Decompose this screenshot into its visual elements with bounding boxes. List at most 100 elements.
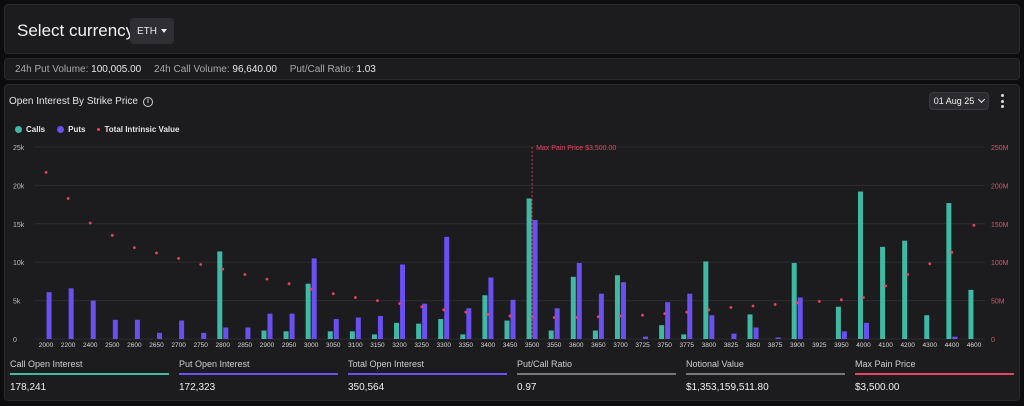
puts-bar (223, 327, 229, 339)
intrinsic-value-point (486, 313, 490, 316)
calls-bar (703, 261, 709, 339)
calls-bar (261, 330, 267, 339)
legend-calls[interactable]: Calls (15, 125, 45, 134)
puts-bar (753, 327, 759, 339)
intrinsic-value-point (795, 301, 799, 305)
intrinsic-value-point (464, 310, 468, 314)
info-icon[interactable]: i (142, 96, 153, 107)
intrinsic-value-point (243, 273, 247, 276)
puts-bar (466, 308, 472, 339)
summary-total-oi: Total Open Interest 350,564 (348, 359, 507, 399)
intrinsic-value-point (685, 310, 689, 314)
intrinsic-value-point (88, 221, 92, 225)
x-tick-label: 3725 (635, 342, 650, 349)
open-interest-panel: Open Interest By Strike Price i 01 Aug 2… (4, 84, 1020, 401)
x-tick-label: 2950 (282, 342, 297, 349)
x-tick-label: 3800 (702, 342, 717, 349)
calls-bar (570, 276, 576, 339)
caret-down-icon (161, 29, 167, 33)
y-right-tick-label: 250M (991, 145, 1009, 152)
intrinsic-value-point (376, 299, 379, 302)
x-tick-label: 3875 (768, 342, 783, 349)
calls-bar (526, 198, 532, 339)
summary-value: 0.97 (517, 382, 537, 393)
intrinsic-value-point (641, 313, 644, 317)
expiry-date-select[interactable]: 01 Aug 25 (929, 92, 989, 110)
intrinsic-value-point (906, 273, 910, 276)
intrinsic-value-point (596, 315, 600, 319)
calls-bar (438, 319, 444, 339)
legend-calls-label: Calls (26, 125, 46, 134)
puts-bar (952, 336, 958, 339)
intrinsic-value-point (353, 296, 357, 299)
intrinsic-value-point (177, 256, 181, 260)
intrinsic-value-point (950, 250, 954, 254)
puts-bar (643, 336, 649, 339)
currency-select[interactable]: ETH (130, 18, 174, 44)
x-tick-label: 3000 (304, 342, 319, 349)
x-tick-label: 3300 (436, 342, 451, 349)
chevron-down-icon (978, 95, 986, 104)
puts-bar (422, 303, 428, 339)
select-currency-label: Select currency: (17, 21, 139, 40)
x-tick-label: 4000 (856, 342, 871, 349)
x-tick-label: 4600 (967, 342, 982, 349)
intrinsic-value-point (972, 223, 976, 227)
summary-row: Call Open Interest 178,241 Put Open Inte… (10, 359, 1014, 399)
x-tick-label: 3825 (724, 342, 739, 349)
puts-bar (709, 315, 715, 339)
puts-bar (112, 319, 118, 339)
x-tick-label: 3550 (547, 342, 562, 349)
y-right-tick-label: 100M (991, 260, 1009, 267)
summary-label: Notional Value (686, 359, 845, 375)
x-tick-label: 3500 (525, 342, 540, 349)
calls-bar (924, 315, 930, 339)
intrinsic-value-point (552, 316, 556, 319)
summary-value: $1,353,159,511.80 (686, 382, 769, 393)
y-right-tick-label: 200M (991, 183, 1009, 190)
calls-bar (902, 240, 908, 339)
puts-bar (576, 262, 582, 339)
x-tick-label: 2400 (83, 342, 98, 349)
puts-bar (201, 332, 207, 339)
legend-intrinsic[interactable]: Total Intrinsic Value (97, 125, 179, 134)
puts-bar (488, 277, 494, 339)
y-left-tick-label: 25k (13, 145, 25, 152)
puts-bar (620, 282, 626, 339)
summary-label: Put/Call Ratio (517, 359, 676, 375)
x-tick-label: 3700 (613, 342, 628, 349)
calls-bar (371, 334, 377, 339)
intrinsic-value-point (110, 233, 114, 237)
calls-bar (592, 330, 598, 339)
intrinsic-value-point (574, 316, 578, 319)
puts-bar (775, 337, 781, 339)
intrinsic-value-point (287, 282, 291, 286)
x-tick-label: 4300 (923, 342, 938, 349)
intrinsic-value-point (155, 251, 158, 255)
intrinsic-value-point (773, 303, 777, 306)
legend-puts[interactable]: Puts (57, 125, 85, 134)
puts-bar (797, 297, 803, 339)
intrinsic-value-point (398, 302, 401, 306)
calls-bar (416, 323, 422, 339)
calls-bar (747, 314, 753, 339)
intrinsic-value-point (707, 308, 711, 312)
volume-stats-bar: 24h Put Volume: 100,005.00 24h Call Volu… (4, 58, 1020, 80)
x-tick-label: 2650 (149, 342, 164, 349)
x-tick-label: 2800 (216, 342, 231, 349)
puts-bar (157, 332, 163, 339)
chart-title-row: Open Interest By Strike Price i (9, 96, 153, 107)
call-volume-label: 24h Call Volume: (154, 64, 230, 75)
x-tick-label: 3775 (680, 342, 695, 349)
intrinsic-value-point (442, 308, 446, 312)
more-options-icon[interactable] (999, 94, 1005, 108)
intrinsic-value-point (420, 305, 424, 309)
x-tick-label: 2500 (105, 342, 120, 349)
ratio-label: Put/Call Ratio: (289, 64, 354, 75)
puts-bar (289, 313, 295, 339)
x-tick-label: 2600 (127, 342, 142, 349)
calls-bar (327, 331, 333, 339)
call-volume-value: 96,640.00 (232, 64, 277, 75)
legend-intrinsic-label: Total Intrinsic Value (104, 125, 180, 134)
summary-label: Total Open Interest (348, 359, 507, 375)
